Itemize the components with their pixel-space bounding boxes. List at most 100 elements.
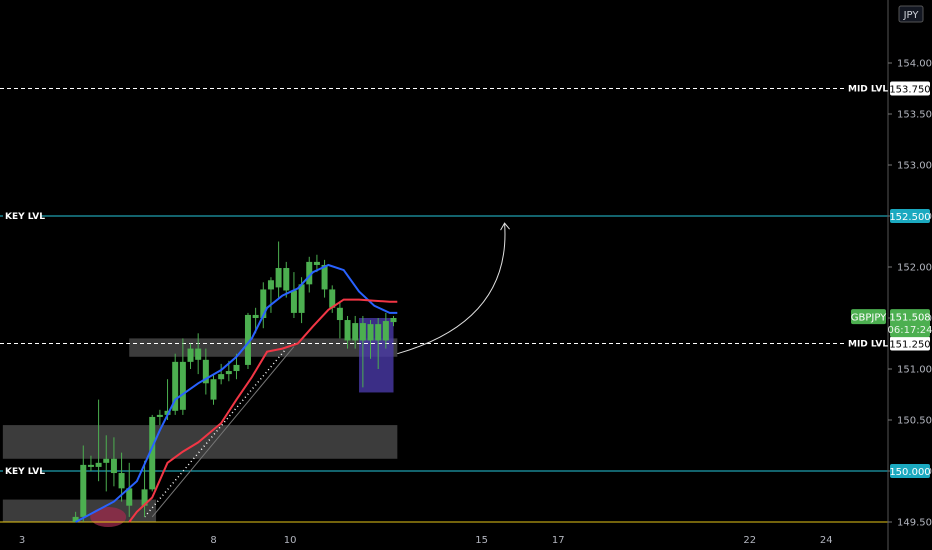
symbol-label: GBPJPY — [851, 313, 887, 324]
candle — [95, 399, 102, 482]
candle — [313, 254, 320, 273]
symbol-badge[interactable]: GBPJPY — [851, 309, 887, 325]
trend-line-thin — [151, 346, 295, 518]
time-tick-label: 17 — [552, 535, 565, 546]
time-tick-label: 24 — [820, 535, 833, 546]
time-tick-label: 3 — [19, 535, 25, 546]
currency-label: JPY — [903, 10, 920, 21]
candle — [390, 315, 397, 327]
candle-body — [179, 361, 186, 410]
levels-layer — [0, 88, 888, 523]
candle-body — [352, 323, 359, 341]
candle — [126, 462, 133, 517]
badge-value: 150.000 — [889, 467, 930, 478]
level-label-bg — [846, 82, 886, 94]
badge-value: 153.750 — [889, 85, 930, 96]
candle — [187, 343, 194, 369]
candle — [195, 333, 202, 375]
candle-body — [126, 488, 133, 506]
candle — [283, 261, 290, 298]
candle-body — [298, 284, 305, 313]
candle — [172, 353, 179, 415]
price-tick-label: 149.500 — [897, 518, 932, 529]
symbol-badge-box — [851, 309, 886, 325]
candle-body — [313, 261, 320, 265]
candle — [352, 315, 359, 349]
level-price-badge[interactable]: 151.250 — [889, 336, 931, 351]
time-axis[interactable]: 38101517222429Apr — [19, 535, 932, 546]
badge-value: 151.250 — [889, 340, 930, 351]
candle-body — [233, 364, 240, 372]
badge-box — [890, 209, 930, 223]
candle — [87, 455, 94, 471]
badge-box — [890, 81, 930, 96]
candle — [179, 338, 186, 415]
candle — [156, 409, 163, 426]
price-tick-label: 153.500 — [897, 110, 932, 121]
level-label: KEY LVL — [5, 467, 45, 477]
candle — [367, 320, 374, 359]
current-price-value: 151.508 — [889, 313, 930, 324]
candle-body — [390, 318, 397, 323]
level-label: MID LVL — [848, 340, 888, 350]
candle-body — [336, 307, 343, 321]
candle — [267, 277, 274, 313]
level-label: KEY LVL — [5, 212, 45, 222]
candle-body — [156, 414, 163, 417]
candle-body — [103, 458, 110, 463]
projection-arrow-head — [500, 222, 510, 231]
candle — [336, 302, 343, 339]
candle-body — [210, 379, 217, 400]
candle-body — [95, 462, 102, 467]
candle-body — [80, 464, 87, 517]
candle-body — [72, 516, 79, 522]
candle-body — [110, 458, 117, 474]
candle — [110, 437, 117, 487]
price-tick-label: 151.000 — [897, 365, 932, 376]
level-price-badge[interactable]: 150.000 — [889, 464, 931, 478]
level-price-badge[interactable]: 153.750 — [889, 81, 931, 96]
time-tick-label: 10 — [284, 535, 297, 546]
time-tick-label: 8 — [210, 535, 216, 546]
price-tick-label: 150.500 — [897, 416, 932, 427]
candle — [306, 256, 313, 293]
badge-box — [890, 464, 930, 478]
candle — [375, 318, 382, 369]
trend-line-dotted — [143, 348, 287, 518]
time-tick-label: 15 — [475, 535, 488, 546]
candle-body — [329, 289, 336, 308]
candle-body — [218, 374, 225, 380]
badge-value: 152.500 — [889, 212, 930, 223]
candle-body — [244, 314, 251, 365]
level-label-bg — [3, 465, 41, 476]
candle-body — [187, 348, 194, 362]
candle — [260, 282, 267, 329]
candle-body — [275, 268, 282, 288]
level-labels-layer: MID LVL KEY LVL MID LVL KEY LVL — [3, 82, 888, 477]
candle-body — [202, 359, 209, 384]
highlight-ellipse — [90, 507, 127, 527]
level-price-badge[interactable]: 152.500 — [889, 209, 931, 223]
level-label-bg — [846, 337, 886, 349]
countdown-timer: 06:17:24 — [888, 325, 932, 336]
currency-badge[interactable]: JPY — [898, 5, 924, 23]
candle-body — [306, 261, 313, 285]
time-tick-label: 22 — [743, 535, 756, 546]
moving-average-blue — [75, 263, 398, 523]
currency-badge-box — [898, 5, 924, 23]
projection-arrow — [397, 223, 506, 355]
candle-body — [87, 464, 94, 467]
candle — [149, 414, 156, 492]
candle-body — [260, 289, 267, 318]
candle — [118, 452, 125, 502]
candle — [290, 272, 297, 318]
candle — [202, 348, 209, 395]
price-tick-label: 152.000 — [897, 263, 932, 274]
candle-body — [382, 321, 389, 341]
candle-body — [367, 324, 374, 341]
zone-box — [2, 499, 157, 522]
candle-body — [321, 264, 328, 290]
